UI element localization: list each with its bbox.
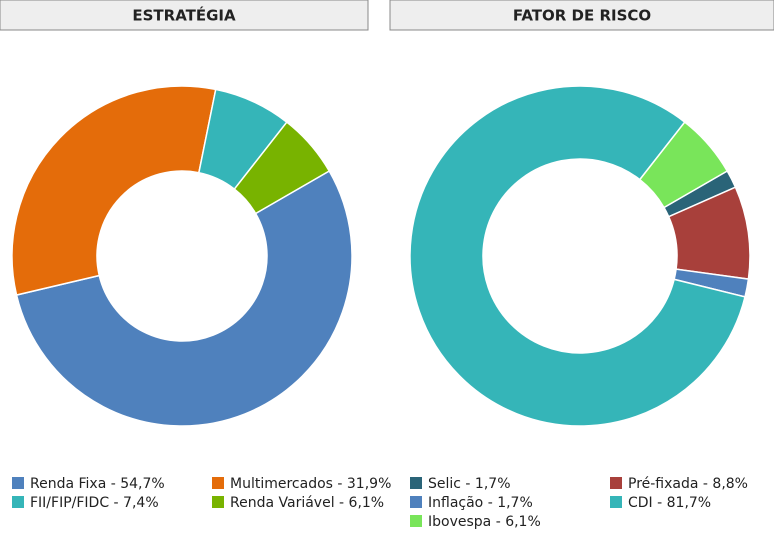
chart-title: FATOR DE RISCO — [513, 7, 651, 25]
legend-swatch — [610, 477, 622, 489]
legend-label: Renda Fixa - 54,7% — [30, 476, 165, 492]
legend-label: Renda Variável - 6,1% — [230, 495, 384, 511]
legend-label: Inflação - 1,7% — [428, 495, 533, 511]
legend-swatch — [410, 515, 422, 527]
legend-label: Selic - 1,7% — [428, 476, 511, 492]
donut-slice — [11, 85, 217, 296]
donut-slice — [233, 121, 331, 215]
donut-slice — [638, 121, 729, 209]
legend-swatch — [610, 496, 622, 508]
legend-swatch — [410, 496, 422, 508]
legend-label: Ibovespa - 6,1% — [428, 514, 541, 530]
legend-label: Multimercados - 31,9% — [230, 476, 391, 492]
donut-slice — [409, 85, 746, 427]
legend-label: CDI - 81,7% — [628, 495, 711, 511]
legend-swatch — [12, 477, 24, 489]
legend-label: Pré-fixada - 8,8% — [628, 476, 748, 492]
donut-slice — [15, 169, 353, 427]
legend-swatch — [12, 496, 24, 508]
header-bar — [0, 0, 369, 31]
legend-label: FII/FIP/FIDC - 7,4% — [30, 495, 159, 511]
header-bar — [389, 0, 774, 31]
legend-swatch — [212, 477, 224, 489]
legend-swatch — [410, 477, 422, 489]
legend-swatch — [212, 496, 224, 508]
chart-title: ESTRATÉGIA — [132, 6, 236, 25]
